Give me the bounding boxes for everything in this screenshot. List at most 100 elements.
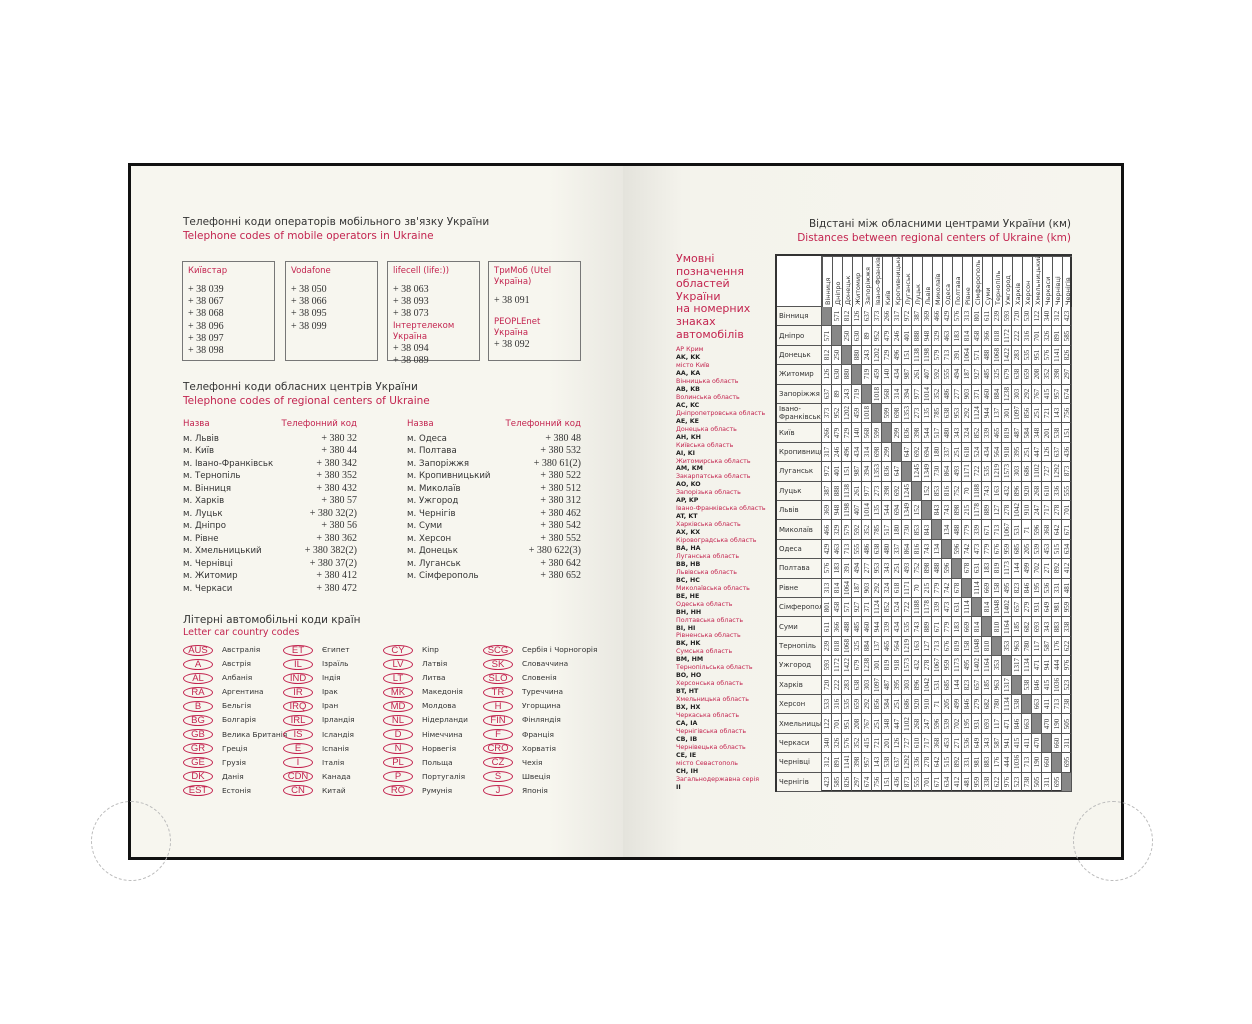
country-name: Португалія xyxy=(422,771,466,781)
distance-cell: 1198 xyxy=(922,345,932,366)
distance-cell: 959 xyxy=(942,656,952,676)
distance-cell: 674 xyxy=(1062,384,1072,404)
country-code-badge: IRQ xyxy=(283,700,313,712)
distance-value: 743 xyxy=(982,485,991,497)
distance-cell: 642 xyxy=(1052,520,1062,540)
distance-value: 368 xyxy=(932,737,941,749)
distance-cell: 1068 xyxy=(842,636,852,657)
plate-code: BM, HM xyxy=(676,656,704,664)
distance-cell: 702 xyxy=(1032,559,1042,579)
distance-value: 246 xyxy=(832,446,841,458)
distance-cell: 517 xyxy=(932,423,942,443)
distance-value: 394 xyxy=(902,388,911,400)
plate-code: AA, KA xyxy=(676,370,701,378)
distance-value: 297 xyxy=(852,776,861,788)
distance-value: 337 xyxy=(892,543,901,555)
regional-codes-right: Назва Телефонний код м. Одеса + 380 48 м. По… xyxy=(407,418,581,583)
row-header: Хмельницький xyxy=(777,714,822,734)
distance-value: 698 xyxy=(892,407,901,419)
distance-value: 976 xyxy=(1002,776,1011,788)
distance-value: 459 xyxy=(852,407,861,419)
distance-value: 176 xyxy=(1052,640,1061,652)
distance-cell: 957 xyxy=(862,753,872,773)
distance-value: 819 xyxy=(1002,427,1011,438)
country-code-badge: MK xyxy=(383,686,413,698)
distance-cell: 277 xyxy=(862,559,872,579)
distance-value: 473 xyxy=(972,543,981,555)
distance-cell: 587 xyxy=(1042,636,1052,657)
distance-value: 888 xyxy=(912,330,921,341)
table-row: м. Івано-Франківськ + 380 342 xyxy=(183,458,357,471)
distance-cell: 810 xyxy=(982,636,992,657)
distance-cell: 480 xyxy=(882,539,892,560)
distance-value: 801 xyxy=(822,601,831,613)
distance-cell: 944 xyxy=(872,617,882,637)
distance-cell: 585 xyxy=(1062,326,1072,346)
column-header: Київ xyxy=(882,256,892,307)
operator-name: Vodafone xyxy=(291,266,331,276)
distance-value: 122 xyxy=(822,718,831,729)
distance-cell: 273 xyxy=(872,481,882,501)
distance-value: 195 xyxy=(962,718,971,729)
distance-value: 1171 xyxy=(962,464,971,479)
city-name: м. Кропивницький xyxy=(407,471,491,481)
row-header: Київ xyxy=(777,423,822,443)
distance-cell: 117 xyxy=(1032,636,1042,657)
distance-cell: 303 xyxy=(1012,462,1022,482)
distance-cell: 530 xyxy=(1022,307,1032,327)
region-name: Хмельницька область xyxy=(676,696,750,704)
distance-value: 301 xyxy=(872,660,881,671)
car-codes-column: ET Єгипет IL Ізраїль IND Індія IR Ірак IRQ Іран IR… xyxy=(283,643,355,798)
distance-value: 429 xyxy=(942,310,951,322)
table-row: м. Кропивницький + 380 522 xyxy=(407,470,581,483)
distance-cell: 1068 xyxy=(992,345,1002,366)
distance-cell: 1317 xyxy=(1002,675,1012,695)
distance-cell: 434 xyxy=(892,365,902,385)
country-name: Бельгія xyxy=(222,701,252,711)
distance-value: 1171 xyxy=(902,580,911,595)
distance-cell: 163 xyxy=(912,636,922,657)
distance-cell: 1172 xyxy=(832,656,842,676)
distance-cell: 891 xyxy=(1052,326,1062,346)
distance-cell: 251 xyxy=(872,714,882,734)
diagonal-cell xyxy=(1042,733,1052,754)
distance-cell: 423 xyxy=(822,772,832,792)
distance-value: 693 xyxy=(1032,621,1041,632)
distance-cell: 473 xyxy=(942,598,952,618)
distance-value: 493 xyxy=(952,466,961,477)
distance-cell: 261 xyxy=(912,365,922,385)
distance-value: 251 xyxy=(1032,407,1041,419)
distance-cell: 884 xyxy=(862,636,872,657)
distance-value: 423 xyxy=(1062,310,1071,322)
distance-cell: 180 xyxy=(892,520,902,540)
plate-codes-legend: Умовні позначення областей України на номерн… xyxy=(676,252,766,792)
distance-cell: 292 xyxy=(962,404,972,424)
distance-cell: 819 xyxy=(952,636,962,657)
distance-value: 311 xyxy=(1062,737,1071,749)
region-name: Чернівецька область xyxy=(676,743,746,751)
distance-cell: 685 xyxy=(942,675,952,695)
distance-cell: 273 xyxy=(912,404,922,424)
operator-code: + 38 098 xyxy=(188,345,224,357)
distance-value: 698 xyxy=(872,446,881,458)
distance-value: 657 xyxy=(972,679,981,691)
row-header: Житомир xyxy=(777,365,822,385)
distance-cell: 324 xyxy=(962,423,972,443)
distance-value: 694 xyxy=(892,504,901,516)
phone-code: + 380 532 xyxy=(540,445,581,456)
distance-cell: 447 xyxy=(1032,442,1042,463)
distance-cell: 339 xyxy=(972,520,982,540)
distance-value: 444 xyxy=(1052,660,1061,671)
distance-value: 587 xyxy=(992,737,1001,749)
distance-cell: 610 xyxy=(912,733,922,754)
country-name: Македонія xyxy=(422,687,463,697)
country-name: Ірак xyxy=(322,687,338,697)
distance-cell: 317 xyxy=(892,307,902,327)
distance-cell: 336 xyxy=(1052,481,1062,501)
distance-value: 952 xyxy=(872,330,881,341)
table-row: м. Житомир + 380 412 xyxy=(183,570,357,583)
distance-value: 387 xyxy=(822,485,831,497)
diagonal-cell xyxy=(1002,656,1012,676)
distance-value: 343 xyxy=(982,737,991,749)
distance-cell: 140 xyxy=(852,423,862,443)
